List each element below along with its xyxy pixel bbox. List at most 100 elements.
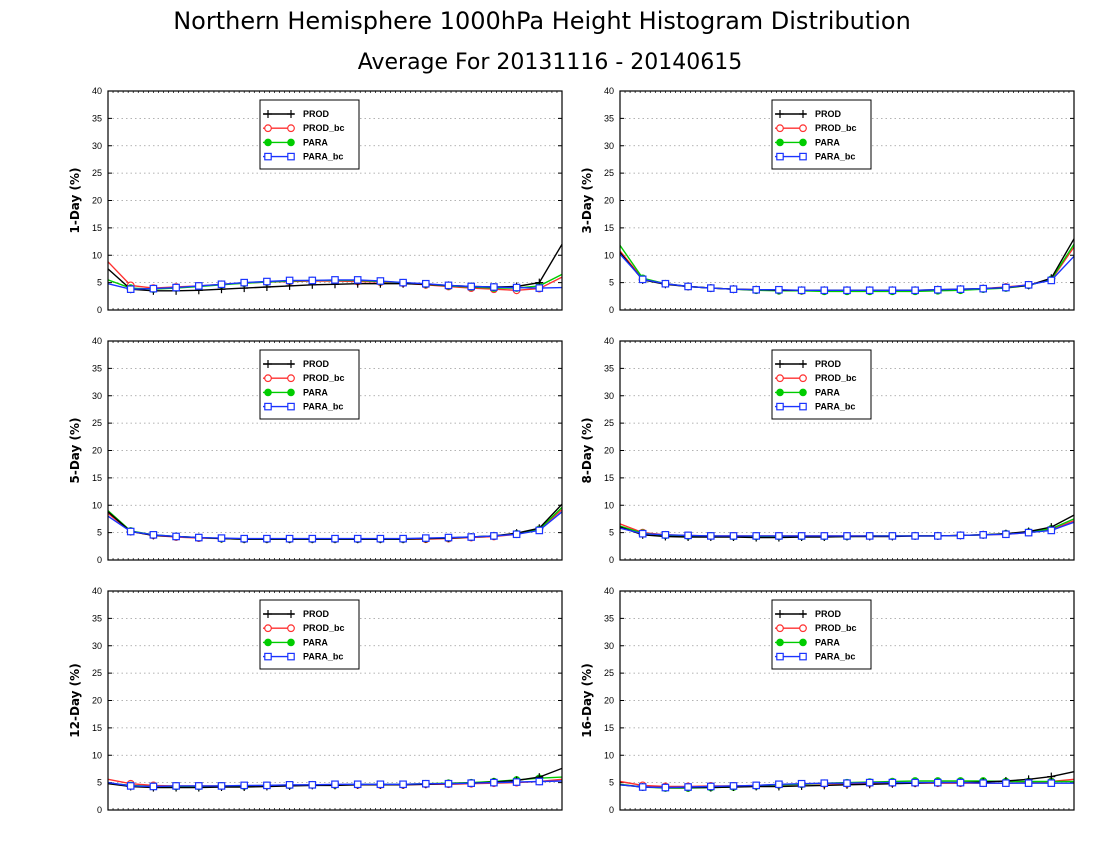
- data-point: [217, 280, 226, 289]
- data-point: [263, 534, 271, 543]
- data-point: [195, 533, 203, 542]
- legend-marker: [776, 138, 784, 147]
- legend-marker: [264, 124, 272, 133]
- legend-entry-prod: PROD: [263, 609, 330, 619]
- legend-label: PARA: [303, 637, 328, 647]
- legend-marker: [776, 638, 784, 647]
- y-tick-label: 35: [92, 113, 102, 123]
- legend-marker: [287, 110, 295, 118]
- y-tick-label: 25: [604, 418, 614, 428]
- data-point: [467, 533, 476, 541]
- y-tick-label: 40: [92, 86, 102, 96]
- y-tick-label: 0: [609, 305, 614, 315]
- data-point: [1047, 779, 1056, 787]
- data-point: [729, 285, 738, 293]
- y-tick-label: 25: [92, 668, 102, 678]
- series-para-bc: [619, 253, 1075, 295]
- data-point: [752, 285, 761, 294]
- chart-panel-1: 0 5 10 15 20 25 30 35 40 1-Day (%) PROD PROD_bc PARA…: [68, 86, 563, 315]
- legend-label: PROD_bc: [815, 623, 857, 633]
- y-tick-label: 0: [97, 555, 102, 565]
- data-point: [865, 286, 874, 295]
- data-point: [843, 532, 851, 540]
- y-tick-label: 35: [604, 113, 614, 123]
- legend-entry-prod-bc: PROD_bc: [263, 123, 345, 133]
- data-point: [467, 779, 476, 787]
- legend-marker: [264, 138, 272, 147]
- y-tick-label: 15: [604, 473, 614, 483]
- plot-frame: [107, 90, 563, 311]
- figure-title: Northern Hemisphere 1000hPa Height Histo…: [173, 7, 911, 35]
- legend-entry-para: PARA: [263, 387, 328, 397]
- legend-entry-prod-bc: PROD_bc: [775, 123, 857, 133]
- data-point: [195, 782, 203, 790]
- data-point: [684, 282, 692, 291]
- data-point: [512, 778, 521, 786]
- data-point: [843, 286, 851, 295]
- legend-entry-para: PARA: [775, 387, 840, 397]
- legend-label: PROD: [303, 609, 330, 619]
- legend-label: PROD: [815, 109, 842, 119]
- y-tick-label: 10: [92, 500, 102, 510]
- data-point: [729, 782, 738, 790]
- legend-label: PROD_bc: [303, 123, 345, 133]
- legend-marker: [776, 388, 784, 397]
- legend-marker: [776, 610, 784, 618]
- y-axis-label: 5-Day (%): [68, 417, 82, 483]
- legend-marker: [264, 388, 272, 397]
- data-point: [467, 282, 476, 291]
- legend-marker: [264, 110, 272, 118]
- y-tick-label: 20: [604, 696, 614, 706]
- data-point: [512, 283, 521, 292]
- legend-marker: [264, 402, 272, 411]
- data-point: [888, 286, 897, 295]
- data-point: [797, 532, 806, 540]
- data-point: [638, 275, 647, 284]
- legend-marker: [264, 652, 272, 661]
- legend-marker: [799, 374, 807, 383]
- data-point: [331, 780, 339, 789]
- series-para-bc: [107, 511, 563, 543]
- legend-label: PARA_bc: [303, 402, 343, 412]
- data-point: [1024, 528, 1033, 537]
- data-point: [490, 532, 498, 540]
- legend-label: PROD: [815, 609, 842, 619]
- data-point: [797, 286, 806, 295]
- data-point: [661, 279, 670, 288]
- legend: PROD PROD_bc PARA PARA_bc: [771, 599, 872, 670]
- plot-frame: [107, 340, 563, 561]
- series-para-bc: [107, 276, 563, 293]
- data-point: [956, 285, 965, 293]
- y-tick-label: 5: [609, 778, 614, 788]
- y-tick-label: 5: [97, 278, 102, 288]
- data-point: [1024, 779, 1033, 787]
- data-point: [126, 782, 135, 790]
- data-point: [706, 532, 715, 540]
- data-point: [775, 532, 783, 540]
- data-point: [308, 276, 317, 285]
- y-tick-label: 10: [92, 750, 102, 760]
- y-tick-label: 15: [92, 473, 102, 483]
- legend-entry-prod-bc: PROD_bc: [263, 623, 345, 633]
- y-tick-label: 35: [92, 363, 102, 373]
- legend-label: PROD: [303, 109, 330, 119]
- panels-grid: 0 5 10 15 20 25 30 35 40 1-Day (%) PROD PROD_bc PARA…: [68, 86, 1075, 815]
- chart-panel-4: 0 5 10 15 20 25 30 35 40 8-Day (%) PROD PROD_bc PARA…: [580, 336, 1075, 565]
- legend-marker: [287, 152, 295, 161]
- legend-box: [771, 599, 872, 670]
- series-para-bc: [107, 777, 563, 791]
- y-tick-label: 40: [92, 586, 102, 596]
- legend-entry-prod: PROD: [263, 359, 330, 369]
- data-point: [1002, 779, 1010, 787]
- data-point: [638, 783, 647, 791]
- y-tick-label: 15: [92, 723, 102, 733]
- legend: PROD PROD_bc PARA PARA_bc: [259, 599, 360, 670]
- legend-entry-para: PARA: [263, 137, 328, 147]
- data-point: [661, 783, 670, 792]
- y-tick-label: 15: [92, 223, 102, 233]
- data-point: [240, 278, 249, 287]
- data-point: [775, 780, 783, 789]
- data-point: [638, 529, 647, 538]
- y-tick-label: 10: [604, 250, 614, 260]
- data-point: [512, 530, 521, 539]
